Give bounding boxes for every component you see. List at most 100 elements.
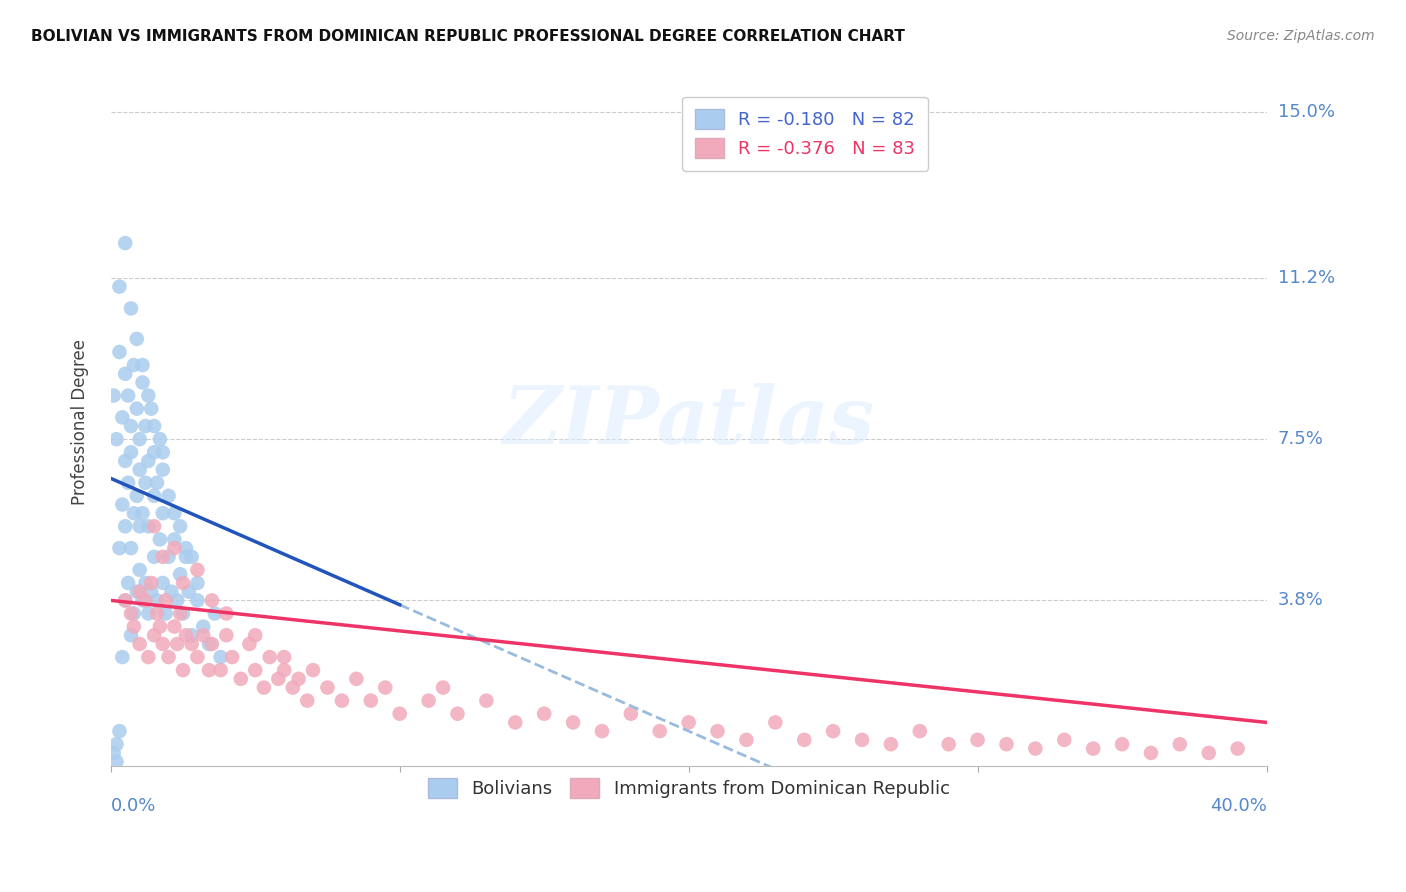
- Point: [131, 358, 153, 372]
- Point: [281, 681, 304, 695]
- Point: [475, 693, 498, 707]
- Point: [503, 715, 526, 730]
- Point: [120, 541, 142, 555]
- Point: [134, 419, 156, 434]
- Point: [166, 637, 188, 651]
- Point: [108, 279, 131, 293]
- Point: [152, 506, 174, 520]
- Point: [134, 576, 156, 591]
- Point: [253, 681, 276, 695]
- Point: [1081, 741, 1104, 756]
- Point: [103, 746, 125, 760]
- Point: [201, 637, 224, 651]
- Point: [823, 724, 845, 739]
- Point: [287, 672, 309, 686]
- Point: [120, 419, 142, 434]
- Point: [114, 593, 136, 607]
- Point: [297, 693, 319, 707]
- Point: [108, 345, 131, 359]
- Point: [344, 672, 367, 686]
- Point: [198, 637, 221, 651]
- Legend: Bolivians, Immigrants from Dominican Republic: Bolivians, Immigrants from Dominican Rep…: [420, 771, 957, 805]
- Point: [180, 628, 202, 642]
- Point: [111, 650, 134, 665]
- Point: [128, 584, 150, 599]
- Point: [1226, 741, 1249, 756]
- Point: [562, 715, 585, 730]
- Point: [120, 301, 142, 316]
- Point: [131, 506, 153, 520]
- Point: [122, 358, 145, 372]
- Point: [155, 593, 177, 607]
- Point: [245, 663, 267, 677]
- Point: [648, 724, 671, 739]
- Point: [128, 637, 150, 651]
- Point: [111, 498, 134, 512]
- Point: [143, 445, 166, 459]
- Text: 3.8%: 3.8%: [1278, 591, 1323, 609]
- Point: [111, 410, 134, 425]
- Point: [146, 593, 169, 607]
- Point: [174, 541, 197, 555]
- Point: [114, 235, 136, 250]
- Point: [215, 628, 238, 642]
- Y-axis label: Professional Degree: Professional Degree: [72, 339, 89, 505]
- Point: [180, 637, 202, 651]
- Point: [259, 650, 281, 665]
- Point: [149, 432, 172, 446]
- Point: [114, 519, 136, 533]
- Point: [533, 706, 555, 721]
- Point: [432, 681, 454, 695]
- Point: [198, 663, 221, 677]
- Point: [706, 724, 728, 739]
- Point: [209, 650, 232, 665]
- Point: [1111, 737, 1133, 751]
- Point: [128, 463, 150, 477]
- Point: [143, 489, 166, 503]
- Text: 15.0%: 15.0%: [1278, 103, 1334, 121]
- Point: [114, 367, 136, 381]
- Point: [163, 541, 186, 555]
- Point: [120, 445, 142, 459]
- Point: [163, 619, 186, 633]
- Point: [134, 475, 156, 490]
- Point: [117, 576, 139, 591]
- Point: [128, 432, 150, 446]
- Point: [114, 454, 136, 468]
- Point: [163, 506, 186, 520]
- Point: [141, 576, 163, 591]
- Point: [215, 607, 238, 621]
- Point: [157, 489, 180, 503]
- Point: [172, 663, 194, 677]
- Point: [763, 715, 786, 730]
- Point: [157, 650, 180, 665]
- Point: [1053, 732, 1076, 747]
- Point: [122, 506, 145, 520]
- Point: [678, 715, 700, 730]
- Point: [245, 628, 267, 642]
- Point: [1024, 741, 1046, 756]
- Point: [169, 607, 191, 621]
- Text: ZIPatlas: ZIPatlas: [502, 383, 875, 460]
- Point: [938, 737, 960, 751]
- Point: [851, 732, 873, 747]
- Point: [136, 519, 159, 533]
- Point: [146, 475, 169, 490]
- Text: Source: ZipAtlas.com: Source: ZipAtlas.com: [1227, 29, 1375, 44]
- Point: [143, 419, 166, 434]
- Point: [125, 401, 148, 416]
- Point: [186, 563, 208, 577]
- Point: [149, 619, 172, 633]
- Point: [620, 706, 643, 721]
- Point: [120, 628, 142, 642]
- Point: [125, 332, 148, 346]
- Point: [117, 475, 139, 490]
- Point: [108, 541, 131, 555]
- Point: [136, 650, 159, 665]
- Point: [201, 593, 224, 607]
- Point: [120, 607, 142, 621]
- Point: [172, 607, 194, 621]
- Text: 0.0%: 0.0%: [111, 797, 156, 814]
- Point: [172, 576, 194, 591]
- Point: [105, 432, 128, 446]
